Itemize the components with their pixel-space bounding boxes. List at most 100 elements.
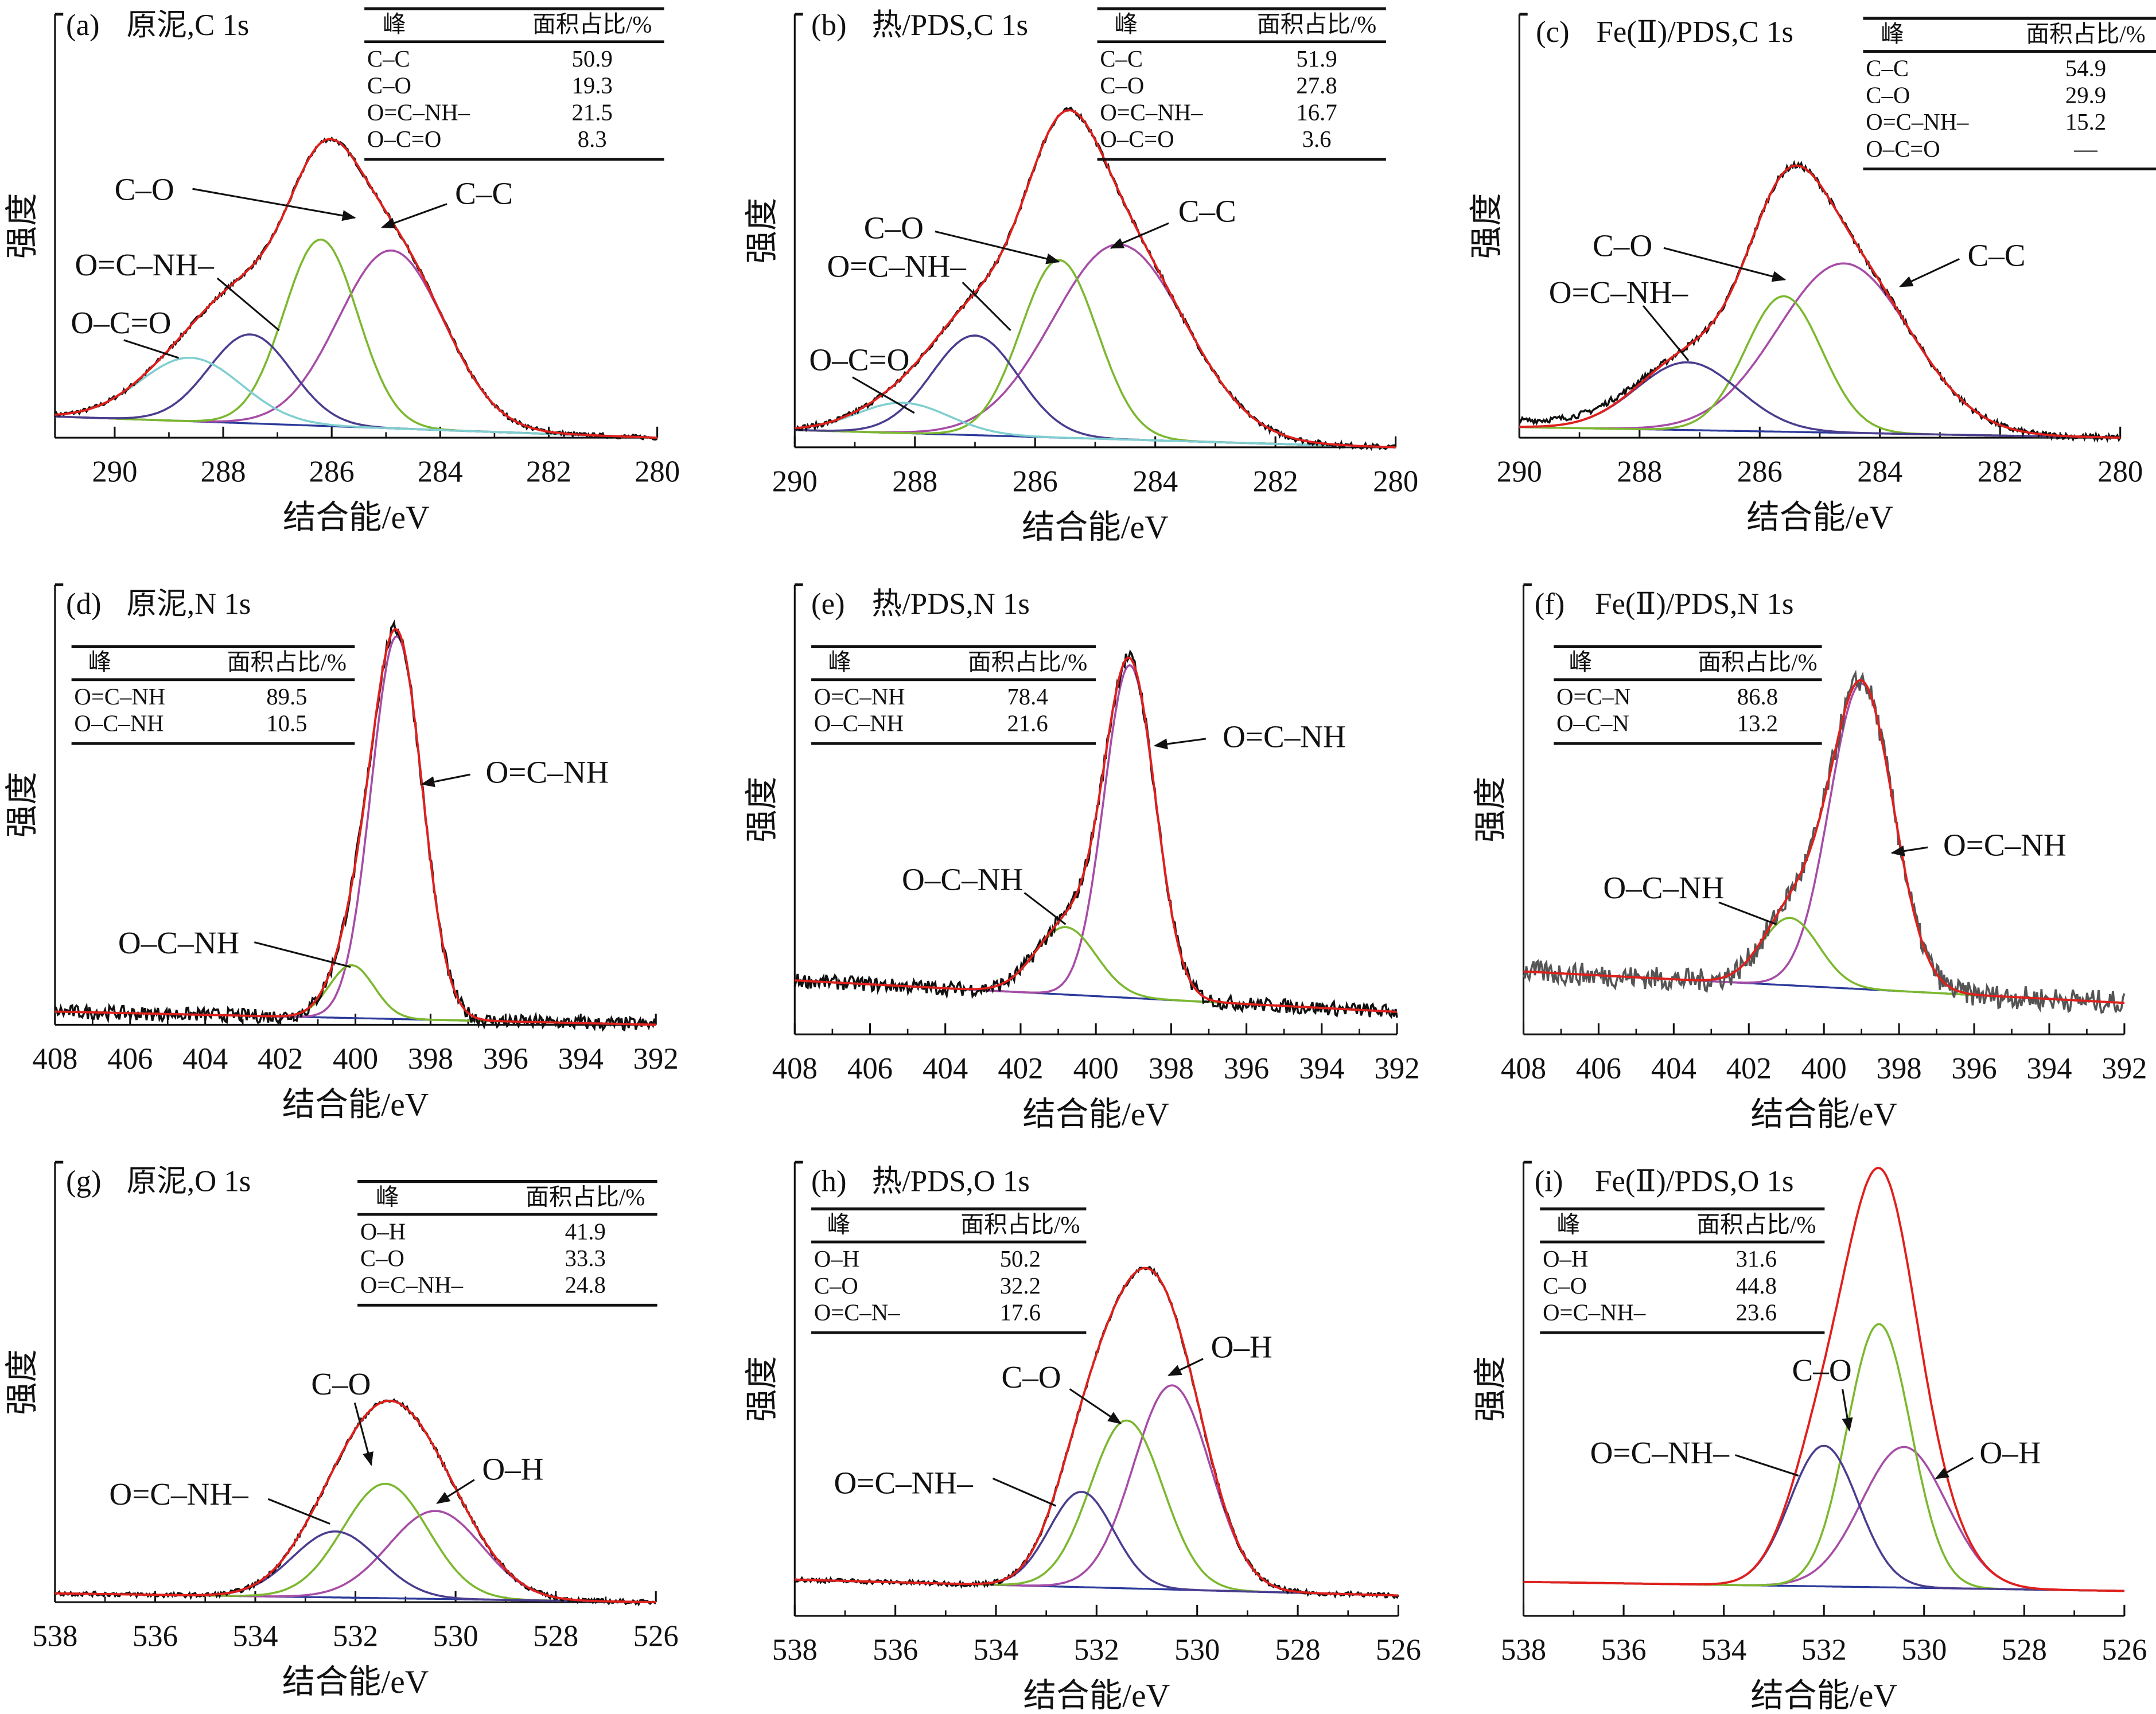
x-tick-label: 398 [408,1042,453,1076]
peak-annotation: O–C–NH [1603,870,1724,905]
table-cell-peak: O–C–NH [814,711,904,737]
x-tick-label: 404 [182,1042,228,1076]
peak-annotation: C–C [1967,237,2025,272]
component-peak-1 [795,1419,1399,1597]
x-tick-label: 284 [1133,465,1178,498]
table-header-area: 面积占比/% [2026,21,2145,47]
x-tick-label: 538 [1501,1634,1546,1667]
table-cell-peak: O=C–NH– [1100,99,1203,125]
panel-title: 热/PDS,O 1s [871,1164,1029,1198]
table-cell-area: 41.9 [565,1218,606,1244]
peak-annotation: C–O [311,1366,371,1401]
peak-annotation: C–O [1001,1359,1061,1394]
table-cell-area: 50.2 [1000,1246,1041,1272]
x-tick-label: 406 [847,1052,893,1085]
x-tick-label: 532 [1801,1634,1847,1667]
component-peak-3 [795,402,1396,449]
x-tick-label: 406 [1576,1052,1621,1085]
x-tick-label: 282 [526,455,571,489]
annotation-arrow [436,1479,475,1504]
peak-annotation: C–O [1593,228,1652,263]
x-tick-label: 528 [533,1620,578,1653]
table-header-area: 面积占比/% [1698,649,1817,675]
x-tick-label: 526 [1376,1634,1421,1667]
x-tick-label: 286 [1737,455,1783,489]
x-tick-label: 290 [772,465,818,498]
table-cell-area: 8.3 [578,126,607,152]
x-tick-label: 534 [973,1634,1018,1667]
peak-annotation: C–C [1178,194,1236,229]
panel-title: Fe(Ⅱ)/PDS,O 1s [1595,1164,1793,1198]
annotation-arrow [1842,1389,1853,1432]
annotation-line [992,1477,1057,1507]
table-cell-area: 33.3 [565,1245,606,1271]
x-tick-label: 286 [1013,465,1058,498]
x-tick-label: 288 [201,455,246,489]
x-tick-label: 532 [333,1620,378,1653]
annotation-line [216,277,280,332]
panel-d: 408 406 404 402 400 398 396 394 392 结合能/eV 强度 (d) 原泥… [5,583,679,1123]
table-cell-peak: O–C=O [1100,126,1174,152]
table-header-peak: 峰 [88,649,112,675]
component-peak-1 [795,926,1398,1013]
table-cell-area: 32.2 [1000,1273,1041,1299]
fitted-envelope-line [795,109,1396,449]
peak-annotation: O=C–NH– [834,1466,973,1501]
annotation-line [962,282,1011,332]
component-peak-0 [55,1510,656,1603]
annotation-arrow [1935,1456,1974,1479]
fitted-envelope-line [1519,164,2120,439]
x-tick-label: 526 [633,1620,679,1653]
x-tick-label: 534 [1701,1634,1746,1667]
table-cell-peak: O–C=O [1866,136,1940,162]
fitted-envelope-line [55,628,656,1026]
x-axis-label: 结合能/eV [1022,509,1169,546]
annotation-line [1718,901,1777,925]
panel-title: 原泥,N 1s [126,587,251,621]
x-tick-label: 406 [107,1042,153,1076]
x-tick-label: 400 [333,1042,378,1076]
x-axis-label: 结合能/eV [282,1087,429,1123]
table-cell-peak: O–C–NH [74,711,164,737]
peak-area-table: 峰 面积占比/% O–H 41.9 C–O 33.3 O=C–NH– 24.8 [357,1179,657,1307]
table-header-peak: 峰 [383,11,406,37]
table-cell-area: 23.6 [1736,1300,1777,1326]
x-axis-label: 结合能/eV [1023,1678,1170,1714]
fitted-envelope-line [55,138,657,439]
x-axis-label: 结合能/eV [283,500,430,536]
x-tick-label: 280 [635,455,680,489]
fitted-envelope-line [1523,679,2125,1004]
table-cell-peak: C–O [360,1245,404,1271]
table-cell-area: 51.9 [1296,46,1337,72]
table-cell-area: — [2073,136,2098,162]
x-tick-label: 398 [1877,1052,1922,1085]
table-cell-peak: C–C [367,46,410,72]
panel-title: 原泥,O 1s [126,1164,251,1198]
x-tick-label: 536 [1601,1634,1647,1667]
x-tick-label: 290 [1497,455,1542,489]
panel-b: 290 288 286 284 282 280 结合能/eV 强度 (b) 热/PDS,C 1s C… [744,7,1418,546]
peak-annotation: O–H [1211,1329,1272,1364]
table-header-peak: 峰 [828,649,851,675]
table-header-peak: 峰 [1115,11,1138,37]
panel-c: 290 288 286 284 282 280 结合能/eV 强度 (c) Fe(Ⅱ)/PDS,C… [1469,13,2156,536]
table-cell-peak: O–H [1543,1246,1588,1272]
annotation-arrow [1899,258,1960,287]
x-tick-label: 396 [1224,1052,1269,1085]
panel-label: (d) [66,587,101,621]
peak-annotation: O–C=O [809,342,909,377]
table-header-peak: 峰 [1881,21,1904,47]
peak-annotation: O=C–NH [1223,719,1346,754]
annotation-arrow [1167,1358,1204,1376]
peak-area-table: 峰 面积占比/% C–C 51.9 C–O 27.8 O=C–NH– 16.7 O–C=O 3.6 [1097,7,1386,161]
table-cell-peak: O=C–N [1556,684,1630,710]
x-tick-label: 408 [32,1042,77,1076]
annotation-line [254,941,351,968]
x-tick-label: 392 [633,1042,679,1076]
x-axis-label: 结合能/eV [282,1664,429,1700]
peak-area-table: 峰 面积占比/% C–C 54.9 C–O 29.9 O=C–NH– 15.2 O–C=O — [1863,17,2156,170]
annotation-line [852,376,915,414]
panel-h: 538 536 534 532 530 528 526 结合能/eV 强度 (h) 热/PDS,O … [744,1160,1421,1714]
